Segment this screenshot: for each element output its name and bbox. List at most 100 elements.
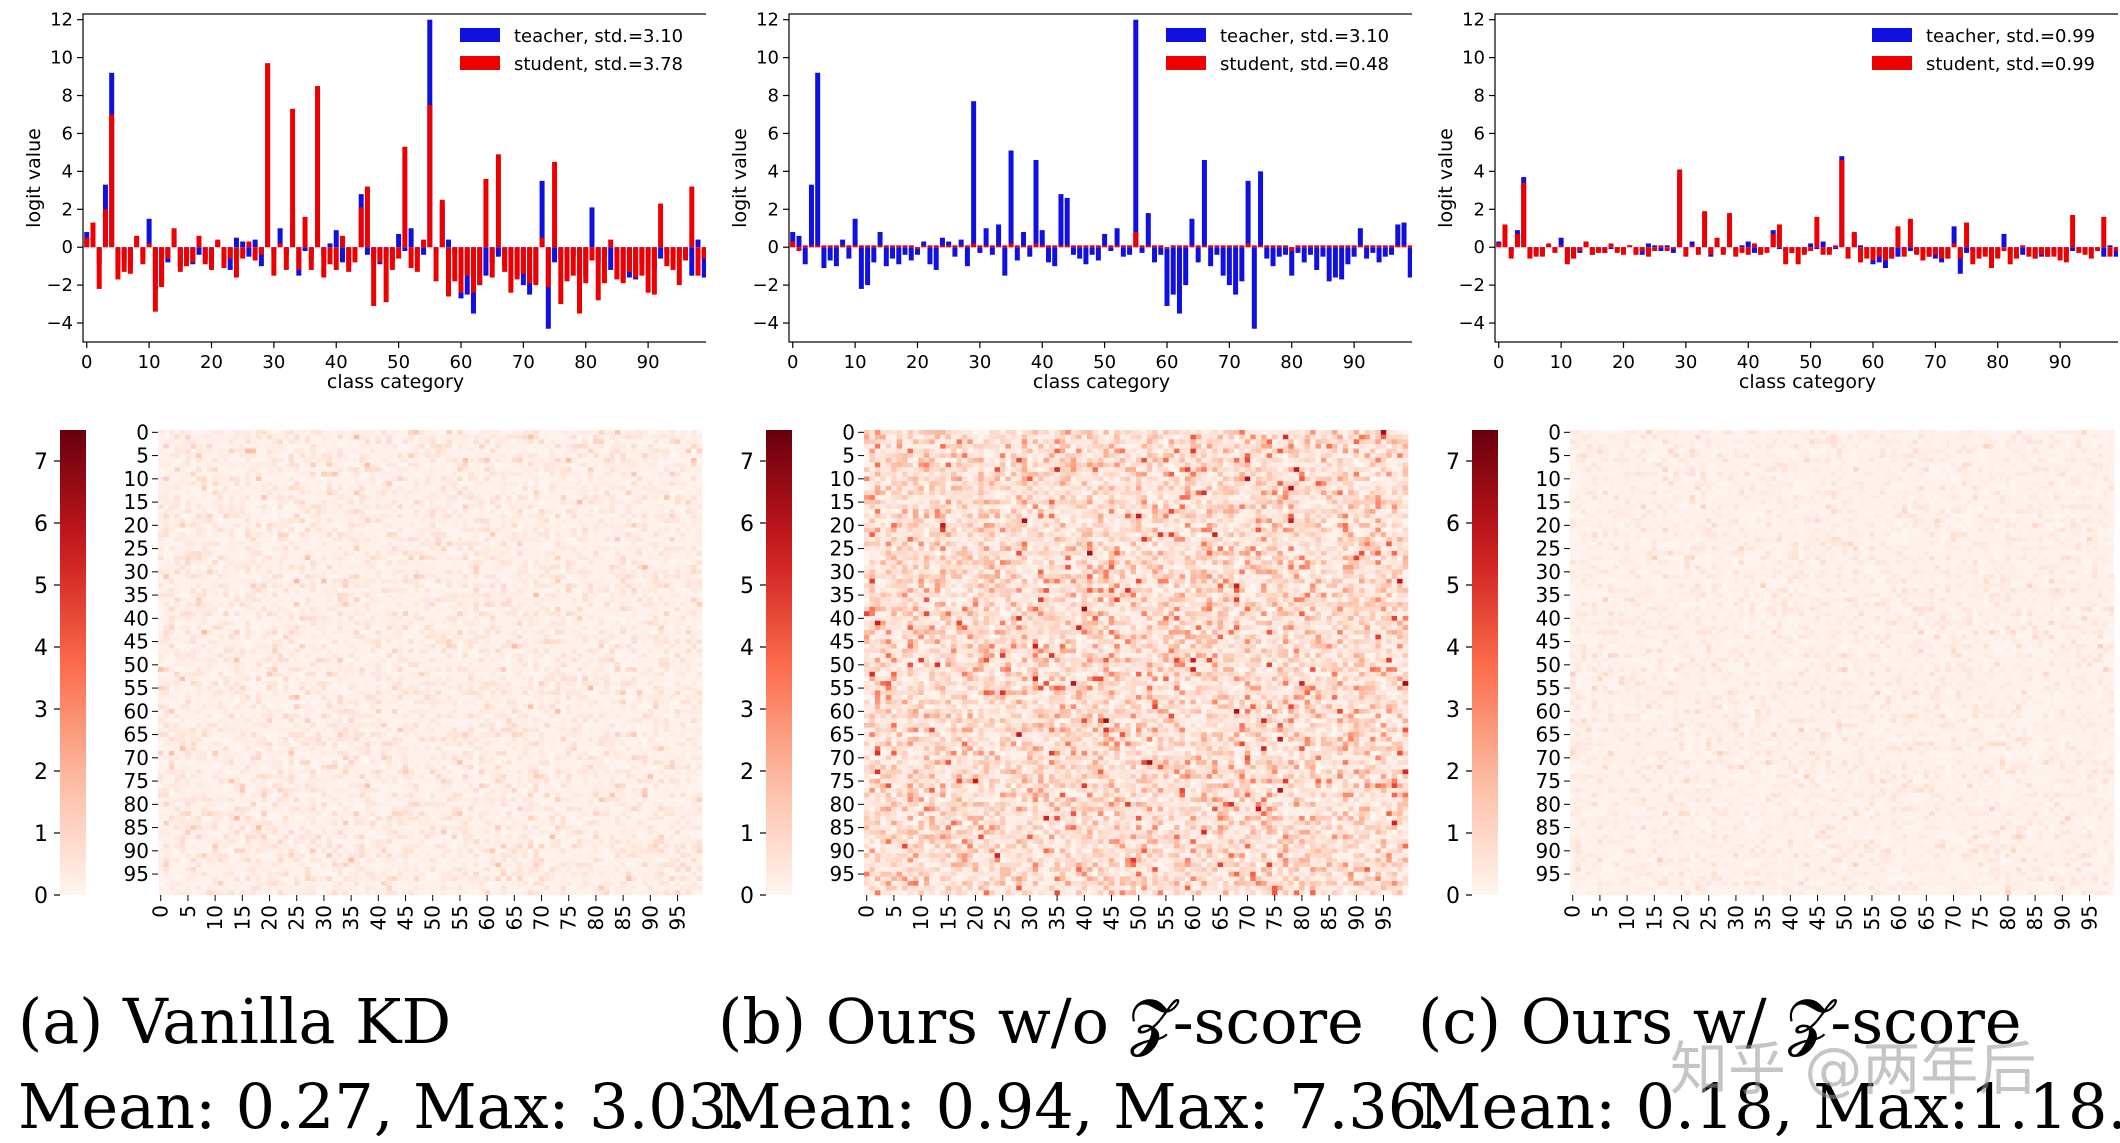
heatmap-cell: [479, 504, 485, 509]
heatmap-cell: [212, 435, 218, 440]
heatmap-cell: [425, 523, 431, 528]
heatmap-cell: [484, 449, 490, 454]
heatmap-cell: [408, 495, 414, 500]
heatmap-cell: [310, 463, 316, 468]
heatmap-cell: [163, 597, 169, 602]
heatmap-cell: [490, 504, 496, 509]
heatmap-cell: [430, 611, 436, 616]
heatmap-cell: [267, 509, 273, 514]
bar: [890, 245, 895, 247]
heatmap-cell: [664, 611, 670, 616]
heatmap-cell: [441, 597, 447, 602]
heatmap-cell: [158, 602, 164, 607]
heatmap-cell: [327, 616, 333, 621]
heatmap-cell: [620, 611, 626, 616]
heatmap-cell: [610, 546, 616, 551]
heatmap-cell: [267, 477, 273, 482]
heatmap-cell: [359, 472, 365, 477]
heatmap-cell: [272, 453, 278, 458]
heatmap-cell: [294, 528, 300, 533]
x-tick-label: 60: [1156, 352, 1179, 373]
heatmap-cell: [620, 565, 626, 570]
heatmap-cell: [327, 542, 333, 547]
heatmap-cell: [310, 477, 316, 482]
heatmap-cell: [163, 560, 169, 565]
heatmap-cell: [550, 453, 556, 458]
heatmap-cell: [669, 444, 675, 449]
heatmap-cell: [191, 537, 197, 542]
heatmap-cell: [550, 551, 556, 556]
heatmap-cell: [675, 528, 681, 533]
bar: [1071, 245, 1076, 247]
heatmap-cell: [495, 593, 501, 598]
heatmap-cell: [386, 588, 392, 593]
heatmap-cell: [321, 542, 327, 547]
y-tick-label: −2: [752, 275, 779, 296]
heatmap-cell: [240, 449, 246, 454]
heatmap-cell: [343, 593, 349, 598]
heatmap-cell: [299, 500, 305, 505]
heatmap-cell: [566, 602, 572, 607]
heatmap-cell: [697, 588, 703, 593]
bar: [1964, 223, 1969, 248]
heatmap-cell: [533, 570, 539, 575]
bar: [2001, 247, 2006, 251]
heatmap-cell: [501, 597, 507, 602]
heatmap-cell: [571, 486, 577, 491]
heatmap-cell: [419, 574, 425, 579]
heatmap-cell: [566, 430, 572, 435]
heatmap-cell: [234, 486, 240, 491]
heatmap-cell: [474, 579, 480, 584]
heatmap-cell: [343, 481, 349, 486]
heatmap-cell: [435, 616, 441, 621]
heatmap-cell: [479, 435, 485, 440]
heatmap-cell: [490, 449, 496, 454]
heatmap-cell: [517, 611, 523, 616]
heatmap-cell: [533, 528, 539, 533]
heatmap-cell: [522, 537, 528, 542]
heatmap-cell: [185, 481, 191, 486]
heatmap-cell: [305, 537, 311, 542]
heatmap-cell: [245, 486, 251, 491]
heatmap-cell: [577, 583, 583, 588]
heatmap-cell: [289, 444, 295, 449]
bar: [921, 245, 926, 247]
heatmap-cell: [414, 518, 420, 523]
heatmap-cell: [359, 514, 365, 519]
heatmap-cell: [278, 509, 284, 514]
heatmap-cell: [610, 560, 616, 565]
heatmap-cell: [686, 495, 692, 500]
y-axis-label: logit value: [729, 128, 751, 228]
heatmap-cell: [484, 477, 490, 482]
heatmap-cell: [582, 490, 588, 495]
heatmap-cell: [566, 439, 572, 444]
bar: [1158, 247, 1163, 255]
heatmap-cell: [207, 500, 213, 505]
heatmap-cell: [207, 570, 213, 575]
heatmap-cell: [620, 439, 626, 444]
heatmap-cell: [474, 611, 480, 616]
heatmap-cell: [392, 430, 398, 435]
heatmap-cell: [566, 490, 572, 495]
heatmap-cell: [332, 472, 338, 477]
heatmap-cell: [566, 453, 572, 458]
heatmap-cell: [408, 481, 414, 486]
heatmap-cell: [637, 551, 643, 556]
heatmap-cell: [539, 537, 545, 542]
heatmap-cell: [435, 537, 441, 542]
heatmap-cell: [468, 514, 474, 519]
heatmap-cell: [261, 583, 267, 588]
heatmap-cell: [512, 495, 518, 500]
bar: [1764, 247, 1769, 253]
heatmap-cell: [501, 616, 507, 621]
heatmap-cell: [631, 611, 637, 616]
heatmap-cell: [278, 477, 284, 482]
heatmap-cell: [474, 430, 480, 435]
heatmap-cell: [697, 490, 703, 495]
heatmap-cell: [185, 477, 191, 482]
heatmap-cell: [321, 602, 327, 607]
heatmap-cell: [555, 449, 561, 454]
heatmap-cell: [376, 611, 382, 616]
heatmap-cell: [664, 583, 670, 588]
heatmap-cell: [180, 560, 186, 565]
